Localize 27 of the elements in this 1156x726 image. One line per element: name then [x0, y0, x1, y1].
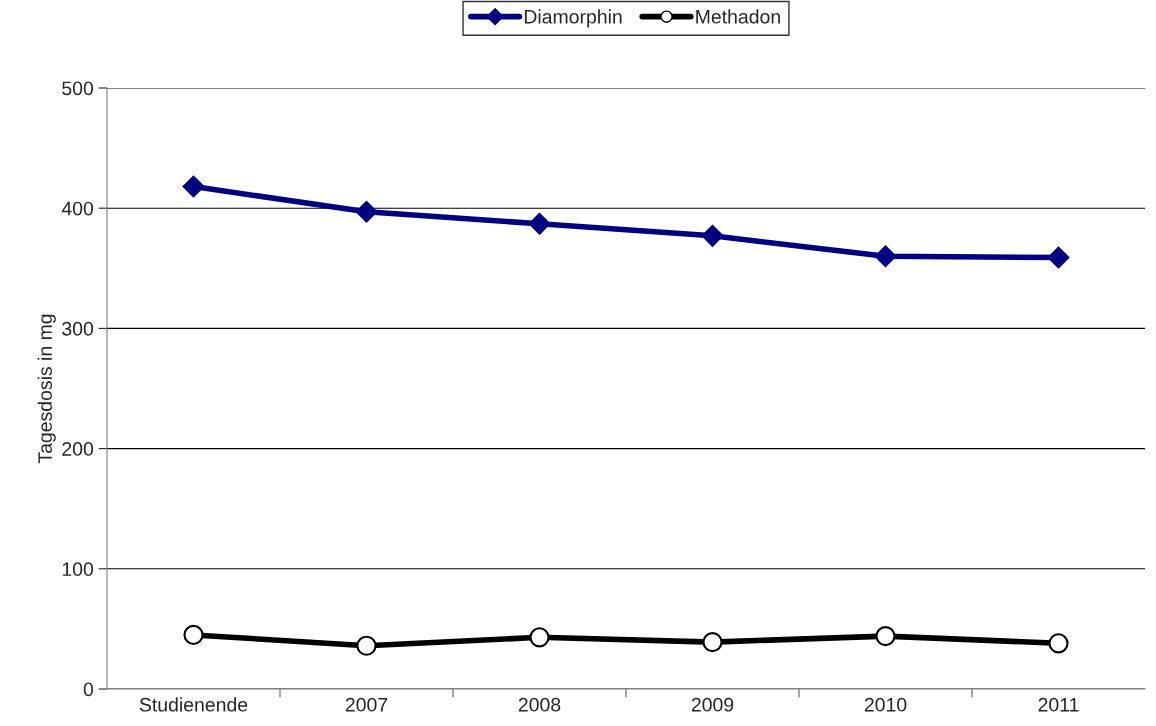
point: [874, 245, 897, 268]
point: [183, 624, 204, 645]
x-tick-label: Studienende: [139, 697, 248, 712]
y-tick-label: 0: [83, 682, 94, 697]
y-tick-label: 400: [61, 201, 94, 216]
point: [1048, 633, 1069, 654]
point: [529, 627, 550, 648]
point: [702, 632, 723, 653]
point: [528, 212, 551, 235]
y-tick-label: 200: [62, 442, 94, 456]
x-tick-label: 2009: [691, 697, 734, 712]
y-tick-label: 100: [62, 562, 94, 577]
point: [182, 175, 205, 198]
x-tick-label: 2010: [864, 697, 907, 712]
x-tick-label: 2008: [518, 697, 561, 712]
legend-label: Methadon: [696, 9, 780, 24]
y-tick-label: 300: [62, 321, 94, 336]
legend-label: Diamorphin: [524, 9, 622, 28]
point: [355, 200, 378, 223]
point: [875, 626, 896, 647]
x-tick-label: 2011: [1038, 697, 1079, 712]
point: [1047, 246, 1070, 269]
y-tick-label: 500: [62, 81, 94, 96]
point: [356, 635, 377, 656]
point: [701, 224, 724, 247]
y-axis-title: Tagesdosis in mg: [37, 314, 56, 464]
x-tick-label: 2007: [345, 697, 388, 712]
